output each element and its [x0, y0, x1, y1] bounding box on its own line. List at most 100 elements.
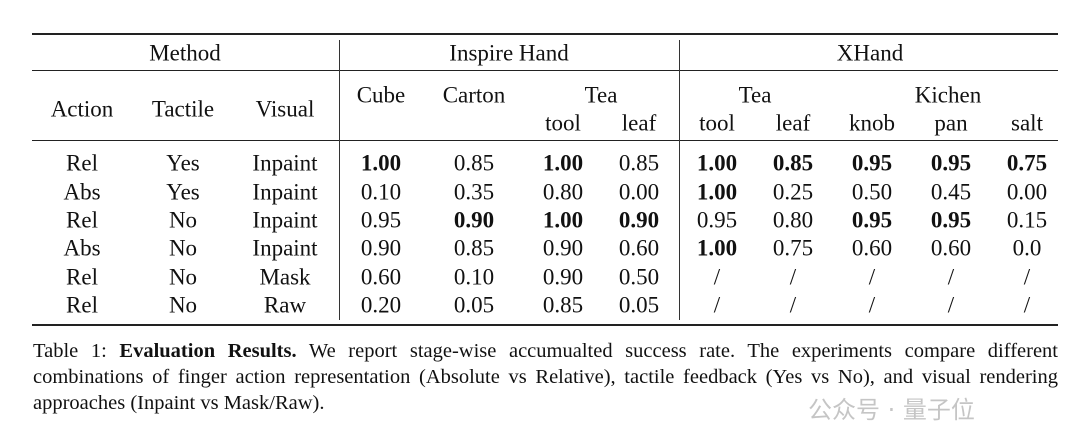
cell-value: 0.95	[930, 150, 972, 176]
header-tea-tool-inspire: tool	[545, 110, 581, 136]
header-xhand: XHand	[836, 40, 904, 66]
divider-inspire-xhand	[679, 40, 680, 320]
cell-value: 0.00	[618, 179, 660, 205]
cell-value: 0.25	[772, 179, 814, 205]
cell-value: 0.05	[618, 292, 660, 318]
cell-value: 1.00	[696, 179, 738, 205]
cell-value: 0.00	[1006, 179, 1048, 205]
table-caption: Table 1: Evaluation Results. We report s…	[33, 338, 1058, 416]
cell-value: 0.85	[453, 150, 495, 176]
cell-value: 0.50	[618, 264, 660, 290]
cell-value: 0.85	[772, 150, 814, 176]
cell-value: /	[947, 292, 955, 318]
header-tea-inspire: Tea	[584, 82, 618, 108]
cell-value: 0.90	[542, 264, 584, 290]
header-tea-tool-xhand: tool	[699, 110, 735, 136]
cell-value: 0.95	[930, 207, 972, 233]
header-pan: pan	[934, 110, 968, 136]
cell-visual: Raw	[263, 292, 307, 318]
cell-action: Abs	[63, 235, 101, 261]
watermark: 公众号 · 量子位	[808, 396, 975, 424]
cell-tactile: Yes	[166, 179, 200, 205]
header-method: Method	[149, 40, 221, 66]
cell-value: 0.75	[772, 235, 814, 261]
cell-value: 0.95	[696, 207, 738, 233]
cell-tactile: Yes	[166, 150, 200, 176]
cell-visual: Inpaint	[252, 179, 318, 205]
cell-value: 0.75	[1006, 150, 1048, 176]
header-rule	[32, 140, 1058, 141]
cell-tactile: No	[168, 264, 198, 290]
cell-value: 0.85	[618, 150, 660, 176]
cell-value: 0.15	[1006, 207, 1048, 233]
cell-value: 0.90	[453, 207, 495, 233]
cell-value: 1.00	[360, 150, 402, 176]
cell-action: Rel	[66, 150, 98, 176]
cell-value: 1.00	[696, 235, 738, 261]
cell-value: /	[713, 264, 721, 290]
header-salt: salt	[1011, 110, 1043, 136]
cell-value: /	[789, 292, 797, 318]
cell-value: 0.95	[851, 150, 893, 176]
cell-value: 0.05	[453, 292, 495, 318]
cell-value: 0.80	[542, 179, 584, 205]
header-cube: Cube	[356, 82, 406, 108]
cell-value: /	[868, 264, 876, 290]
cell-value: 0.90	[542, 235, 584, 261]
cell-value: 0.95	[360, 207, 402, 233]
header-action: Action	[50, 96, 114, 122]
header-tactile: Tactile	[151, 96, 215, 122]
cell-value: 0.60	[851, 235, 893, 261]
header-visual: Visual	[255, 96, 315, 122]
top-rule	[32, 33, 1058, 35]
header-tea-leaf-xhand: leaf	[775, 110, 811, 136]
header-inspire-hand: Inspire Hand	[449, 40, 569, 66]
cell-value: /	[789, 264, 797, 290]
cell-visual: Mask	[259, 264, 311, 290]
cell-value: 0.90	[618, 207, 660, 233]
cell-tactile: No	[168, 292, 198, 318]
header-kichen: Kichen	[914, 82, 982, 108]
cell-value: 0.10	[453, 264, 495, 290]
cell-value: 0.85	[453, 235, 495, 261]
cell-tactile: No	[168, 207, 198, 233]
cell-value: 0.60	[360, 264, 402, 290]
cell-value: 0.60	[618, 235, 660, 261]
cell-action: Rel	[66, 264, 98, 290]
header-tea-leaf-inspire: leaf	[621, 110, 657, 136]
cell-value: /	[868, 292, 876, 318]
caption-text: We report stage-wise accumualted success…	[33, 340, 1058, 414]
cell-value: 0.95	[851, 207, 893, 233]
header-knob: knob	[849, 110, 895, 136]
cell-value: 0.90	[360, 235, 402, 261]
cell-value: 0.10	[360, 179, 402, 205]
caption-title: Evaluation Results.	[119, 340, 297, 362]
divider-method-inspire	[339, 40, 340, 320]
cell-visual: Inpaint	[252, 207, 318, 233]
cell-value: 1.00	[542, 207, 584, 233]
cell-visual: Inpaint	[252, 150, 318, 176]
cell-value: 0.60	[930, 235, 972, 261]
cell-value: /	[947, 264, 955, 290]
group-rule	[32, 70, 1058, 71]
header-carton: Carton	[442, 82, 506, 108]
cell-tactile: No	[168, 235, 198, 261]
cell-value: /	[1023, 264, 1031, 290]
header-tea-xhand: Tea	[738, 82, 772, 108]
cell-value: 1.00	[696, 150, 738, 176]
cell-value: /	[1023, 292, 1031, 318]
bottom-rule	[32, 324, 1058, 326]
cell-value: 0.45	[930, 179, 972, 205]
cell-value: 0.20	[360, 292, 402, 318]
cell-action: Rel	[66, 292, 98, 318]
cell-action: Abs	[63, 179, 101, 205]
caption-label: Table 1:	[33, 340, 107, 362]
cell-action: Rel	[66, 207, 98, 233]
cell-value: 0.80	[772, 207, 814, 233]
cell-value: 0.85	[542, 292, 584, 318]
cell-value: 0.50	[851, 179, 893, 205]
cell-value: 1.00	[542, 150, 584, 176]
cell-visual: Inpaint	[252, 235, 318, 261]
cell-value: 0.35	[453, 179, 495, 205]
cell-value: /	[713, 292, 721, 318]
